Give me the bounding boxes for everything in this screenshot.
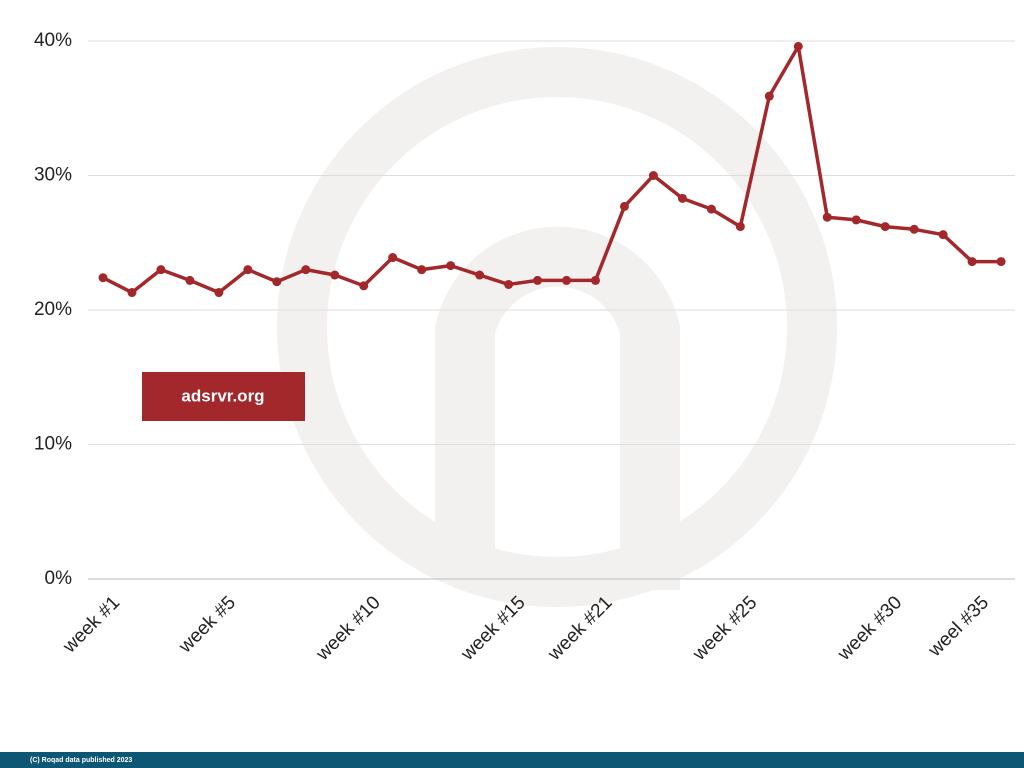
point bbox=[156, 265, 166, 275]
point bbox=[735, 222, 745, 232]
x-tick-label: week #10 bbox=[312, 592, 385, 665]
y-tick-label: 10% bbox=[34, 434, 72, 455]
x-tick-label: weel #35 bbox=[924, 592, 993, 661]
point bbox=[330, 270, 340, 280]
point bbox=[938, 230, 948, 240]
footer-text: (C) Roqad data published 2023 bbox=[30, 757, 132, 764]
point bbox=[909, 224, 919, 234]
point bbox=[388, 253, 398, 263]
point bbox=[359, 281, 369, 291]
y-tick-label: 30% bbox=[34, 165, 72, 186]
point bbox=[185, 275, 195, 285]
y-tick-label: 0% bbox=[45, 568, 73, 589]
badge-text: adsrvr.org bbox=[181, 386, 264, 405]
point bbox=[996, 257, 1006, 267]
point bbox=[764, 91, 774, 101]
footer-bar bbox=[0, 752, 1024, 768]
point bbox=[475, 270, 485, 280]
point bbox=[822, 212, 832, 222]
badge-box bbox=[142, 372, 305, 421]
point bbox=[98, 273, 108, 283]
point bbox=[880, 222, 890, 232]
point bbox=[417, 265, 427, 275]
point bbox=[562, 275, 572, 285]
point bbox=[648, 171, 658, 180]
line bbox=[102, 44, 1002, 295]
x-tick-label: week #5 bbox=[174, 592, 240, 658]
watermark bbox=[277, 47, 837, 607]
point bbox=[533, 275, 543, 285]
point bbox=[214, 288, 224, 298]
x-tick-label: week #1 bbox=[58, 592, 124, 658]
point bbox=[967, 257, 977, 267]
point bbox=[127, 288, 137, 298]
point bbox=[793, 41, 803, 51]
point bbox=[677, 193, 687, 203]
x-tick-label: week #15 bbox=[457, 592, 530, 665]
point bbox=[301, 265, 311, 275]
point bbox=[243, 265, 253, 275]
point bbox=[619, 201, 629, 211]
x-tick-label: week #25 bbox=[688, 592, 761, 665]
point bbox=[851, 215, 861, 225]
point bbox=[590, 275, 600, 285]
y-tick-label: 20% bbox=[34, 299, 72, 320]
x-tick-label: week #30 bbox=[833, 592, 906, 665]
point bbox=[272, 277, 282, 287]
point bbox=[446, 261, 456, 271]
point bbox=[706, 204, 716, 214]
point bbox=[504, 279, 514, 289]
y-tick-label: 40% bbox=[34, 30, 72, 51]
